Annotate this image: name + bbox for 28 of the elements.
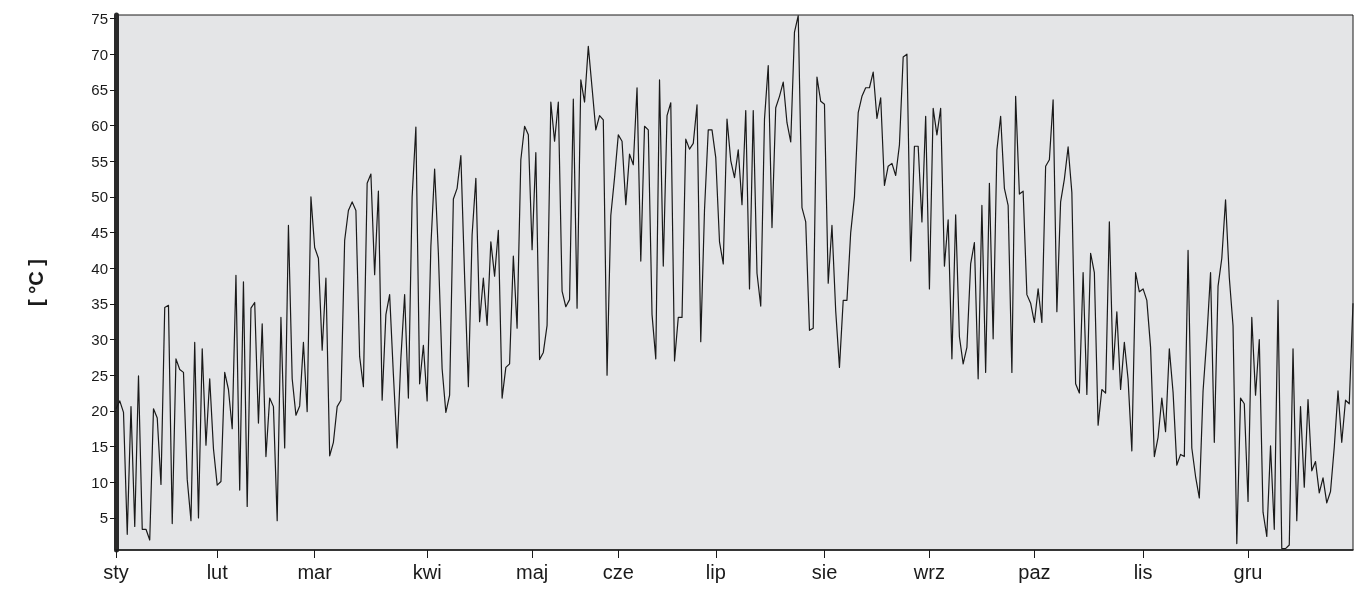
x-tick-label: wrz [912,561,945,583]
x-tick-label: kwi [412,561,442,583]
y-tick-label: 70 [91,45,108,63]
y-tick-label: 10 [91,473,108,491]
y-tick-label: 45 [91,224,108,242]
y-axis-title: [ °C ] [25,259,47,306]
y-tick-label: 35 [91,295,108,313]
y-tick-label: 5 [99,509,108,527]
x-tick-label: paz [1018,561,1051,583]
x-tick-label: maj [515,561,549,583]
x-tick-label: lut [206,561,229,583]
y-tick-label: 55 [91,152,108,170]
x-tick-label: sie [811,561,838,583]
y-tick-label: 65 [91,81,108,99]
x-tick-label: cze [602,561,634,583]
y-tick-label: 75 [91,10,108,28]
x-tick-label: gru [1233,561,1263,583]
x-tick-label: mar [297,561,333,583]
y-tick-label: 60 [91,117,108,135]
y-tick-label: 25 [91,366,108,384]
x-tick-label: sty [103,561,129,583]
y-tick-label: 15 [91,438,108,456]
x-tick-label: lip [705,561,726,583]
x-tick-label: lis [1133,561,1153,583]
y-tick-label: 50 [91,188,108,206]
y-tick-label: 20 [91,402,108,420]
y-tick-label: 30 [91,331,108,349]
y-tick-label: 40 [91,259,108,277]
